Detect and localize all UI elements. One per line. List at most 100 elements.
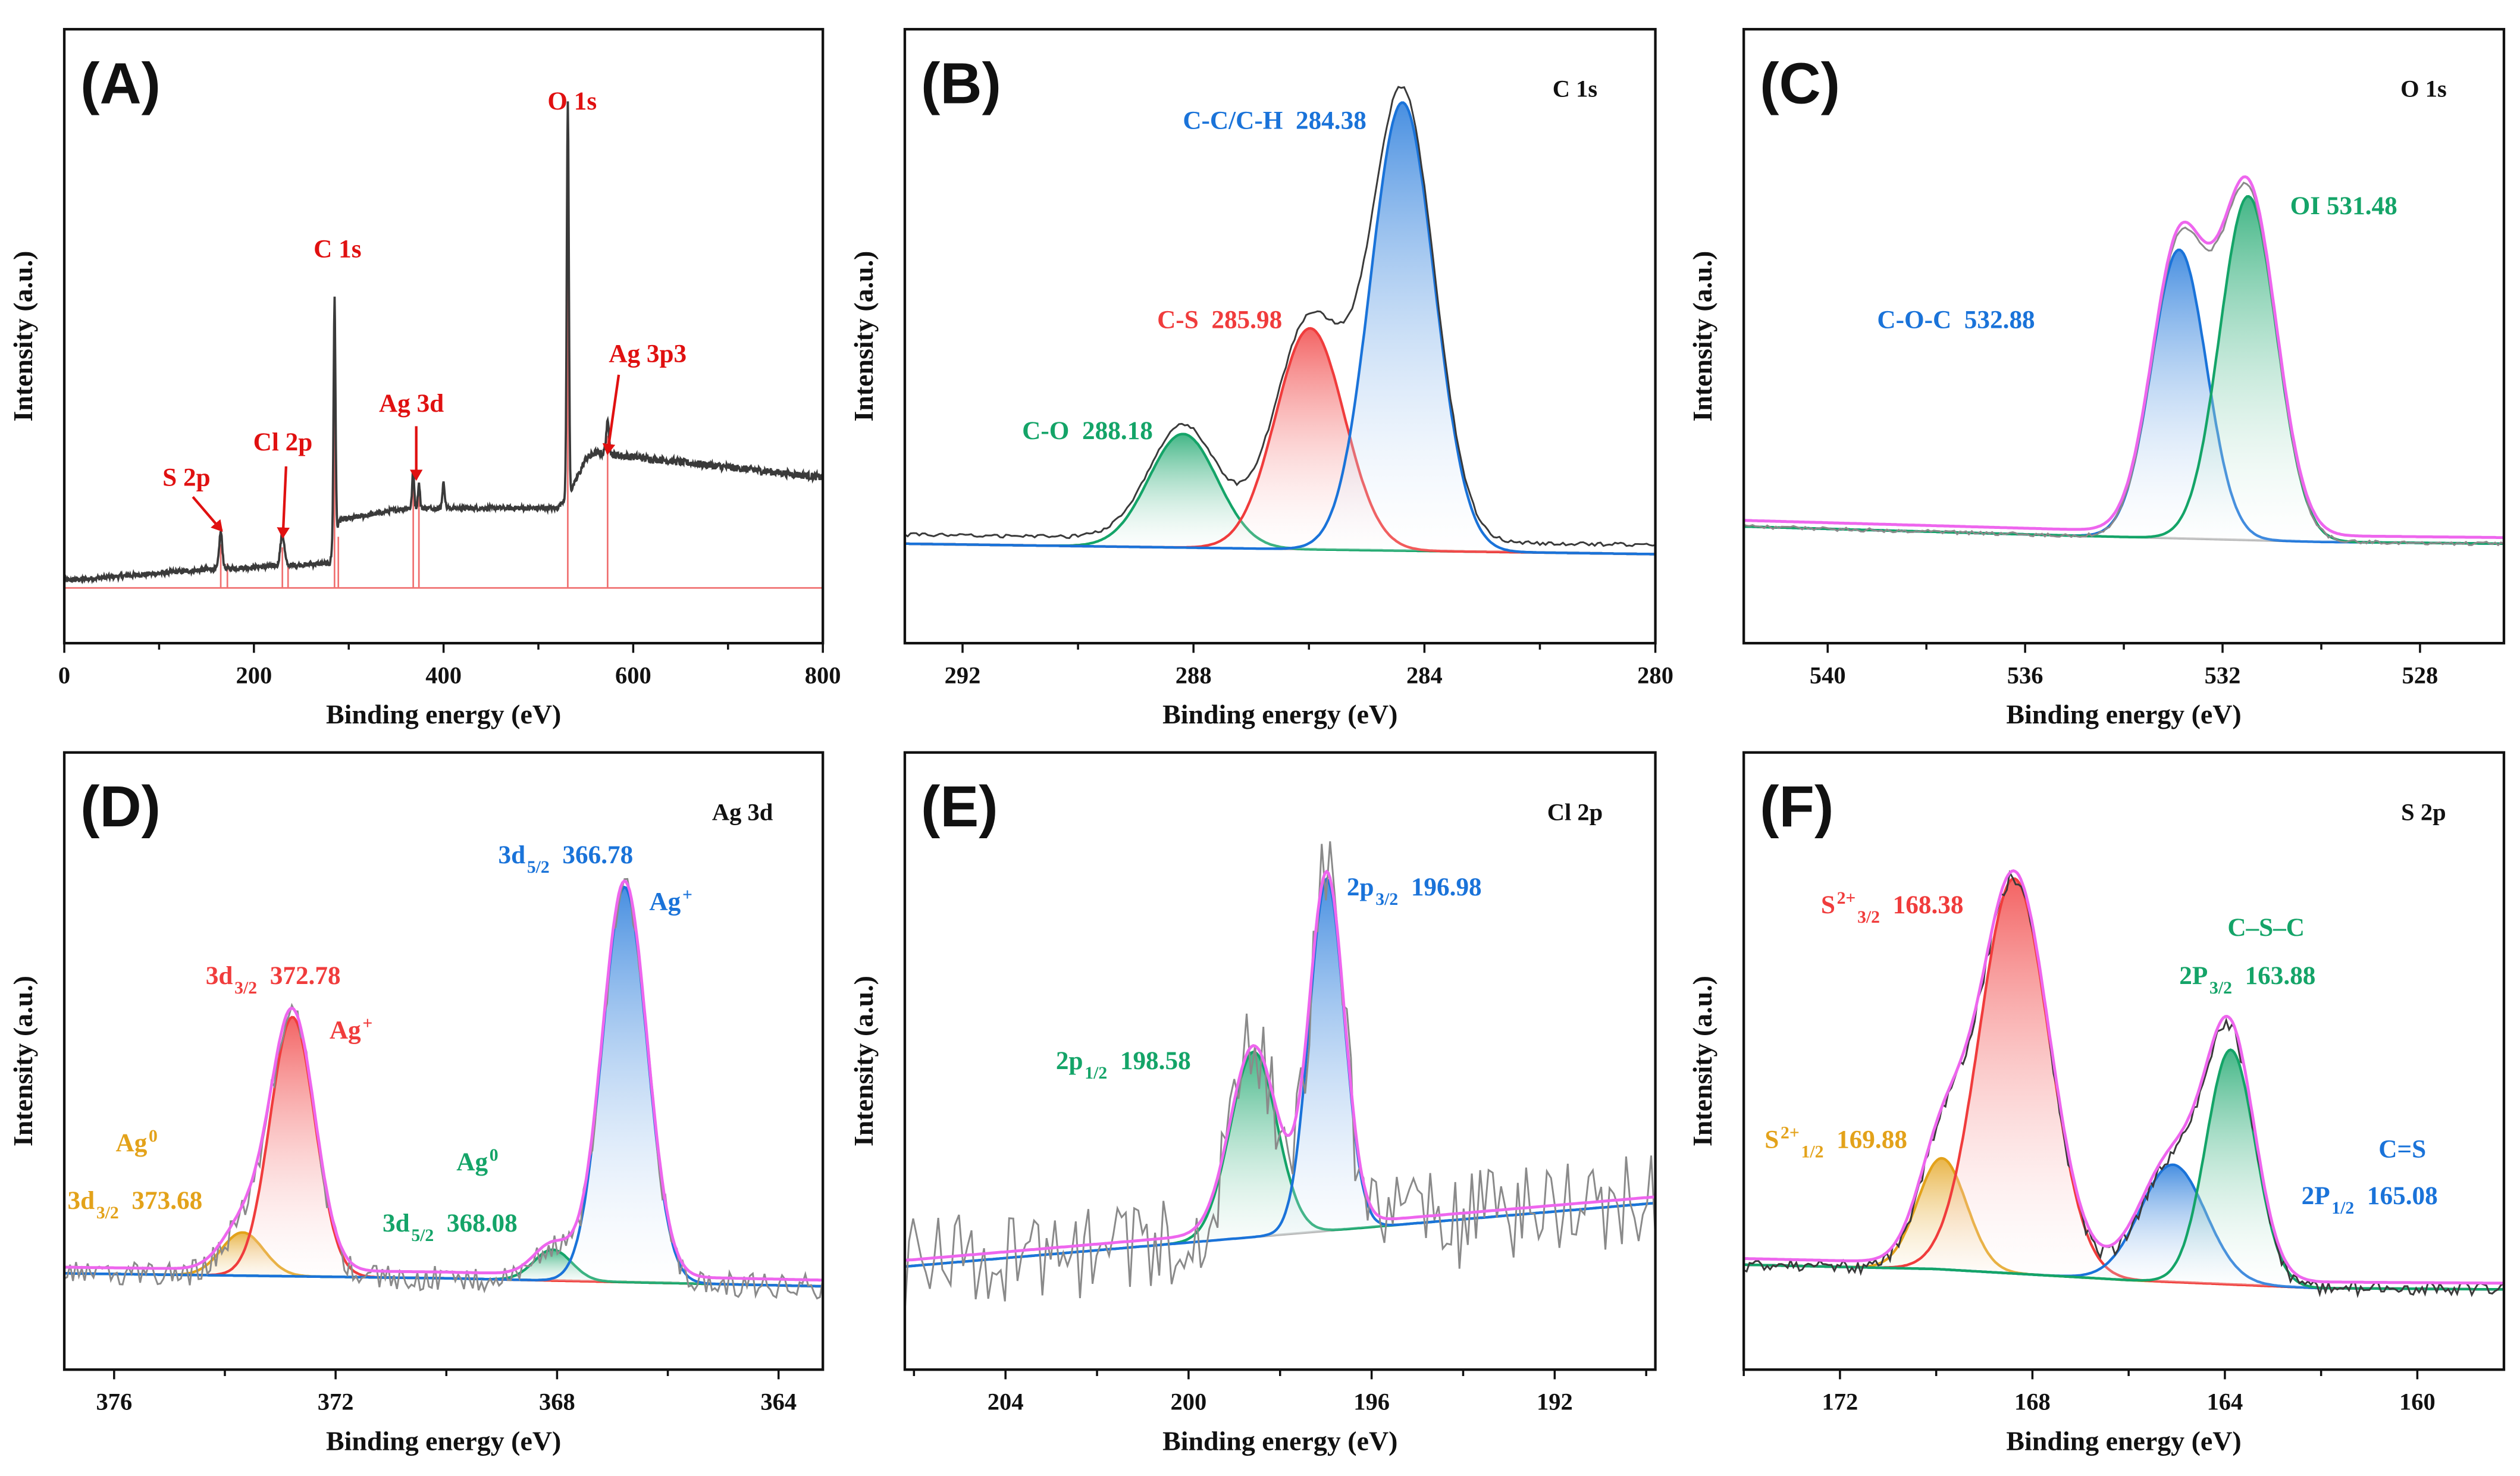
x-tick-label: 400 xyxy=(425,662,462,689)
panel-letter: (C) xyxy=(1760,51,1840,115)
peak-label: Ag + xyxy=(330,1014,372,1045)
peak-label: 2p 1/2 198.58 xyxy=(1056,1046,1191,1083)
peak-label: Ag 0 xyxy=(116,1127,158,1157)
x-tick-label: 200 xyxy=(1171,1389,1207,1415)
label-segment: Ag 3d xyxy=(379,389,444,418)
x-axis-title: Binding energy (eV) xyxy=(1162,1425,1397,1456)
label-segment: 2P xyxy=(2179,961,2208,990)
label-segment: Cl 2p xyxy=(253,428,313,456)
peak-label: OI 531.48 xyxy=(2290,192,2397,220)
x-tick-label: 540 xyxy=(1810,662,1846,689)
x-tick-label: 0 xyxy=(58,662,70,689)
label-segment: 2p xyxy=(1347,873,1374,901)
label-segment: 2P xyxy=(2302,1182,2330,1210)
x-tick-label: 192 xyxy=(1537,1389,1573,1415)
label-segment: O 1s xyxy=(547,87,597,115)
label-segment: 3d xyxy=(206,961,233,990)
peak-label: C-O 288.18 xyxy=(1022,416,1153,445)
peak-fill-green xyxy=(904,1052,1656,1267)
y-axis-title: Intensity (a.u.) xyxy=(8,251,38,422)
label-segment: 3d xyxy=(383,1209,410,1237)
label-segment: 165.08 xyxy=(2354,1182,2437,1210)
peak-label: S 2+3/2 168.38 xyxy=(1821,889,1964,927)
panel-letter: (A) xyxy=(80,51,161,115)
label-segment: Ag xyxy=(649,888,681,916)
label-segment: C–S–C xyxy=(2227,913,2305,942)
label-segment: 366.78 xyxy=(550,841,633,869)
panel-d: 376 372 368 364 Binding energy (eV) Intensity… xyxy=(8,751,825,1456)
spectrum-title: S 2p xyxy=(2401,798,2446,825)
label-segment: Ag xyxy=(116,1129,148,1157)
plot-frame xyxy=(903,751,1657,1371)
label-segment: 2+ xyxy=(1837,889,1856,908)
peak-line-green xyxy=(1744,1048,2504,1291)
x-tick-label: 800 xyxy=(805,662,841,689)
spectrum-title: O 1s xyxy=(2400,76,2447,102)
label-segment: 368.08 xyxy=(434,1209,517,1237)
peak-label: 3d 5/2 368.08 xyxy=(383,1209,518,1245)
y-axis-title: Intensity (a.u.) xyxy=(848,251,879,422)
label-segment: S 2p xyxy=(162,463,211,491)
panel-letter: (B) xyxy=(921,51,1001,115)
label-segment: 0 xyxy=(490,1146,499,1165)
plot-frame xyxy=(62,751,825,1371)
peak-line-blue xyxy=(904,101,1656,556)
peak-label: Ag + xyxy=(649,886,692,916)
arrow-icon xyxy=(277,466,290,539)
peak-label: Cl 2p xyxy=(253,428,313,456)
x-tick-label: 372 xyxy=(318,1389,354,1415)
label-segment: 198.58 xyxy=(1107,1046,1190,1075)
label-segment: 3/2 xyxy=(1857,908,1880,927)
label-segment: S xyxy=(1821,891,1835,919)
x-tick-label: 280 xyxy=(1637,662,1673,689)
envelope-fit-line xyxy=(1744,175,2504,540)
label-segment: C-C/C-H 284.38 xyxy=(1183,106,1366,135)
arrow-icon xyxy=(602,374,620,456)
panel-letter: (E) xyxy=(921,774,998,839)
panel-letter: (F) xyxy=(1760,774,1833,839)
x-tick-label: 160 xyxy=(2399,1389,2436,1415)
x-tick-label: 284 xyxy=(1406,662,1443,689)
y-axis-title: Intensity (a.u.) xyxy=(848,976,879,1146)
label-segment: 3/2 xyxy=(2209,979,2232,998)
x-tick-label: 368 xyxy=(539,1389,575,1415)
label-segment: 196.98 xyxy=(1398,873,1481,901)
x-tick-label: 164 xyxy=(2207,1389,2243,1415)
panel-c: 540 536 532 528 Binding energy (eV) Intensity… xyxy=(1687,27,2506,729)
peak-label: C 1s xyxy=(314,235,361,264)
x-axis-title: Binding energy (eV) xyxy=(326,699,561,729)
peak-label: Ag 3p3 xyxy=(609,339,687,368)
label-segment: 3/2 xyxy=(96,1204,119,1223)
x-tick-label: 532 xyxy=(2205,662,2241,689)
label-segment: 169.88 xyxy=(1823,1125,1907,1154)
peak-label: Ag 3d xyxy=(379,389,444,418)
plot-area xyxy=(64,878,823,1300)
label-segment: 168.38 xyxy=(1880,891,1963,919)
label-segment: Ag xyxy=(330,1016,361,1045)
label-segment: OI 531.48 xyxy=(2290,192,2397,220)
label-segment: S xyxy=(1764,1125,1779,1154)
peak-line-red xyxy=(64,1016,823,1288)
raw-spectrum-line xyxy=(904,86,1656,547)
label-segment: 163.88 xyxy=(2232,961,2315,990)
plot-frame xyxy=(62,27,825,645)
plot-area xyxy=(904,841,1656,1312)
panel-f: 172 168 164 160 Binding energy (eV) Intensity… xyxy=(1687,751,2506,1456)
plot-frame xyxy=(1742,27,2506,645)
label-segment: + xyxy=(362,1014,372,1033)
x-tick-label: 200 xyxy=(236,662,272,689)
label-segment: 372.78 xyxy=(257,961,340,990)
peak-label: S 2p xyxy=(162,463,211,491)
peak-label: 3d 5/2 366.78 xyxy=(498,841,633,877)
y-axis-title: Intensity (a.u.) xyxy=(8,976,38,1146)
peak-label: C-O-C 532.88 xyxy=(1877,306,2035,334)
label-segment: 1/2 xyxy=(1085,1064,1107,1083)
peak-label: O 1s xyxy=(547,87,597,115)
x-tick-label: 196 xyxy=(1353,1389,1390,1415)
survey-spectrum-line xyxy=(64,101,823,585)
x-tick-label: 168 xyxy=(2014,1389,2051,1415)
panel-e: 204 200 196 192 Binding energy (eV) Intensity… xyxy=(848,751,1657,1456)
x-axis-title: Binding energy (eV) xyxy=(2006,699,2241,729)
label-segment: Ag 3p3 xyxy=(609,339,687,368)
